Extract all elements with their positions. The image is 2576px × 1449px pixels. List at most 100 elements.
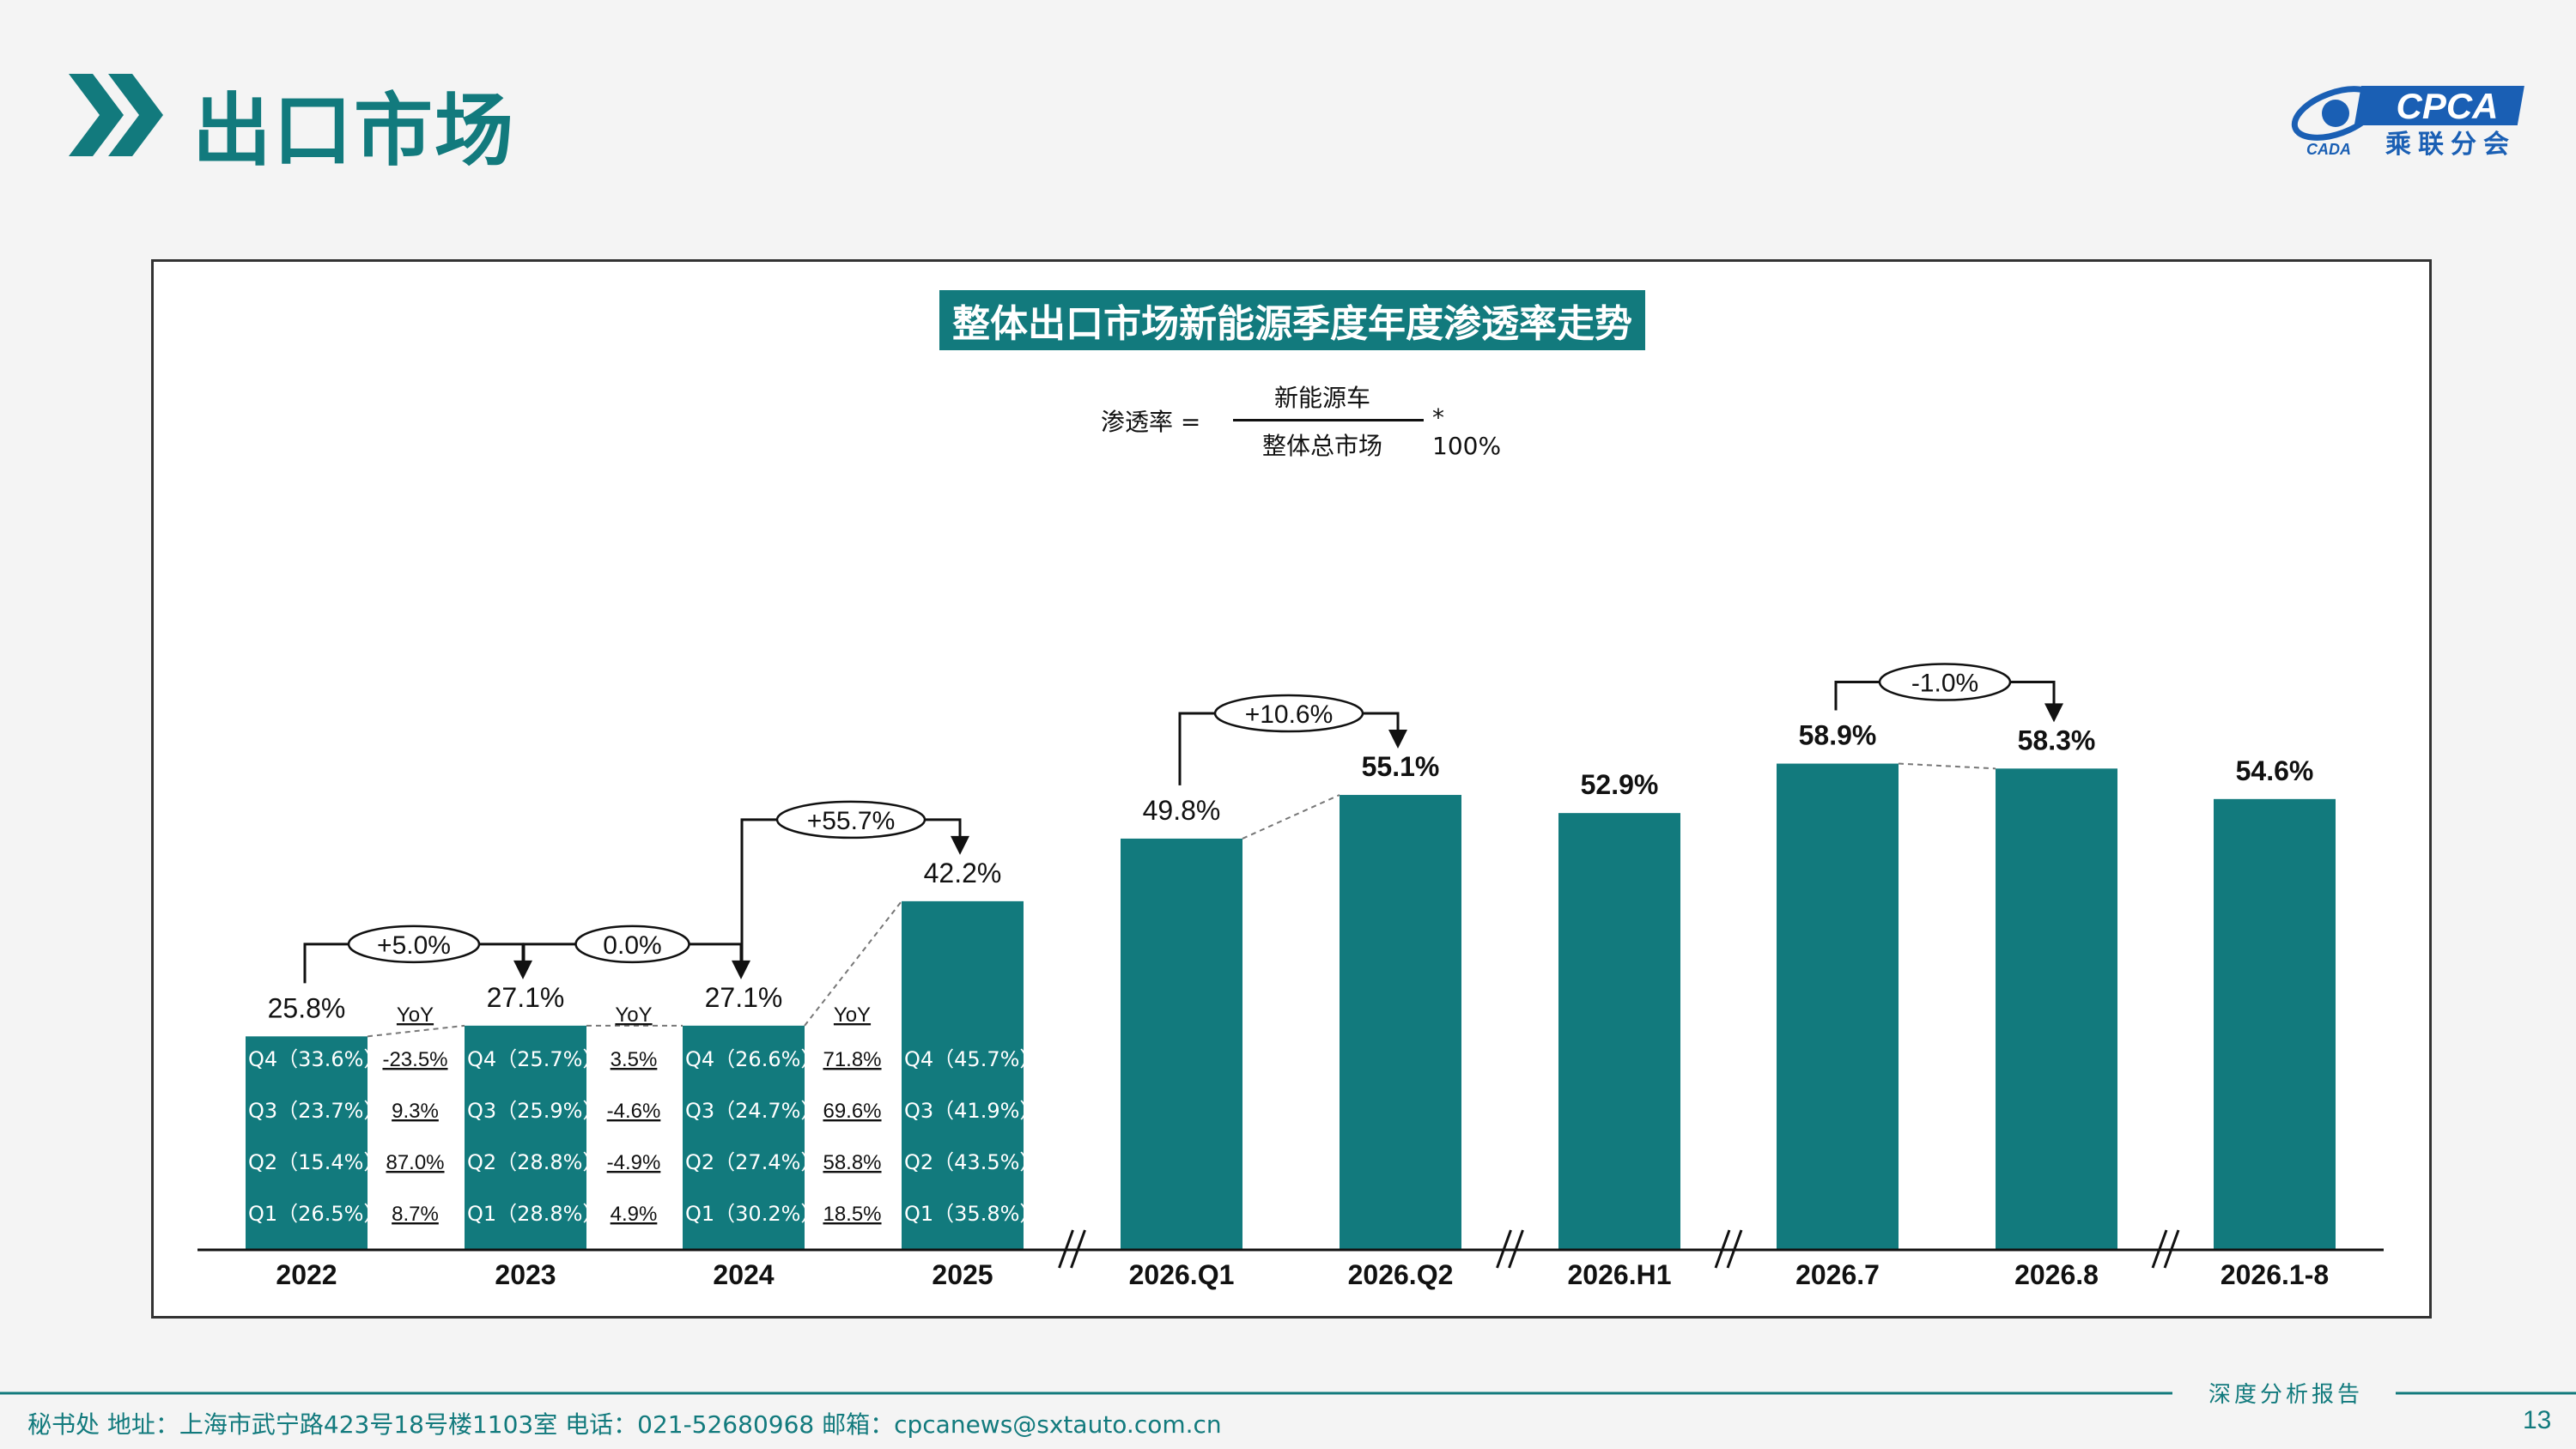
- yoy-header: YoY: [397, 1003, 434, 1027]
- page-number: 13: [2523, 1406, 2552, 1434]
- dashed-connector-3: [1242, 794, 1340, 840]
- yoy-header: YoY: [615, 1003, 652, 1027]
- quarter-label: Q3（23.7%）: [248, 1099, 384, 1123]
- value-label-2023: 27.1%: [487, 982, 565, 1013]
- bar-2026.Q1: [1121, 838, 1242, 1249]
- category-label-2026.8: 2026.8: [2014, 1259, 2099, 1290]
- change-label-2: +55.7%: [807, 807, 896, 835]
- footer-report-label: 深度分析报告: [2208, 1382, 2364, 1408]
- value-label-2022: 25.8%: [268, 992, 346, 1023]
- quarter-label: Q1（26.5%）: [248, 1202, 384, 1226]
- yoy-value: 8.7%: [392, 1203, 439, 1226]
- svg-text:CADA: CADA: [2306, 141, 2351, 158]
- category-label-2022: 2022: [276, 1259, 337, 1290]
- bar-2026.H1: [1558, 813, 1680, 1249]
- yoy-value: 18.5%: [823, 1203, 881, 1226]
- quarter-label: Q1（30.2%）: [685, 1202, 821, 1226]
- quarter-label: Q1（35.8%）: [904, 1202, 1040, 1226]
- change-badge-2: [775, 800, 927, 840]
- value-label-2026.Q1: 49.8%: [1143, 795, 1221, 826]
- change-badge-0: [347, 925, 481, 964]
- change-label-1: 0.0%: [603, 931, 661, 960]
- yoy-value: 87.0%: [386, 1151, 444, 1174]
- change-label-4: -1.0%: [1911, 670, 1978, 698]
- quarter-label: Q3（24.7%）: [685, 1099, 821, 1123]
- formula-numerator: 新能源车: [1273, 384, 1370, 412]
- quarter-label: Q4（45.7%）: [904, 1047, 1040, 1071]
- bar-2023: [465, 1025, 586, 1249]
- axis-break-mark-3: [2151, 1229, 2168, 1269]
- category-label-2023: 2023: [495, 1259, 556, 1290]
- chevron-double-right-icon: [69, 74, 163, 156]
- value-label-2026.8: 58.3%: [2018, 724, 2096, 755]
- yoy-value: 71.8%: [823, 1048, 881, 1071]
- bar-2026.1-8: [2214, 798, 2336, 1249]
- yoy-value: 3.5%: [611, 1048, 658, 1071]
- category-label-2026.Q1: 2026.Q1: [1129, 1259, 1235, 1290]
- yoy-value: 9.3%: [392, 1100, 439, 1123]
- quarter-label: Q2（15.4%）: [248, 1150, 384, 1174]
- formula-multiplier: * 100%: [1432, 403, 1502, 460]
- axis-break-mark-0: [1058, 1229, 1074, 1269]
- quarter-label: Q2（27.4%）: [685, 1150, 821, 1174]
- category-label-2026.Q2: 2026.Q2: [1348, 1259, 1454, 1290]
- quarter-label: Q2（28.8%）: [467, 1150, 603, 1174]
- category-label-2026.1-8: 2026.1-8: [2221, 1259, 2329, 1290]
- svg-text:乘联分会: 乘联分会: [2385, 130, 2516, 158]
- quarter-label: Q3（41.9%）: [904, 1099, 1040, 1123]
- axis-break-mark-2: [1726, 1229, 1743, 1269]
- arrow-down-icon: [951, 835, 969, 855]
- yoy-header: YoY: [834, 1003, 871, 1027]
- quarter-label: Q3（25.9%）: [467, 1099, 603, 1123]
- change-label-0: +5.0%: [377, 931, 451, 960]
- change-badge-4: [1878, 663, 2012, 701]
- bar-2022: [246, 1036, 368, 1249]
- svg-text:CPCA: CPCA: [2396, 86, 2498, 126]
- value-label-2025: 42.2%: [924, 858, 1002, 888]
- value-label-2026.Q2: 55.1%: [1362, 751, 1440, 782]
- value-label-2026.7: 58.9%: [1799, 720, 1877, 751]
- axis-break-mark-3: [2163, 1229, 2180, 1269]
- category-label-2026.H1: 2026.H1: [1568, 1259, 1672, 1290]
- change-badge-1: [574, 925, 690, 964]
- arrow-down-icon: [2044, 703, 2063, 723]
- category-label-2025: 2025: [932, 1259, 993, 1290]
- yoy-value: -23.5%: [382, 1048, 447, 1071]
- value-label-2024: 27.1%: [705, 982, 783, 1013]
- axis-break-mark-1: [1508, 1229, 1524, 1269]
- bar-2024: [683, 1025, 805, 1249]
- dashed-connector-2: [804, 900, 902, 1027]
- dashed-connector-4: [1898, 762, 1996, 770]
- footer-contact: 秘书处 地址：上海市武宁路423号18号楼1103室 电话：021-526809…: [27, 1410, 1222, 1439]
- category-label-2024: 2024: [713, 1259, 774, 1290]
- formula-label: 渗透率 =: [1101, 408, 1201, 436]
- cpca-logo-icon: CPCA CADA 乘联分会: [2291, 86, 2524, 158]
- quarter-label: Q4（25.7%）: [467, 1047, 603, 1071]
- value-label-2026.1-8: 54.6%: [2236, 755, 2314, 786]
- penetration-formula: 渗透率 = 新能源车 整体总市场 * 100%: [1091, 371, 1503, 465]
- category-label-2026.7: 2026.7: [1795, 1259, 1880, 1290]
- quarter-label: Q1（28.8%）: [467, 1202, 603, 1226]
- formula-fraction-bar: [1233, 419, 1424, 421]
- value-label-2026.H1: 52.9%: [1581, 769, 1659, 800]
- yoy-value: -4.9%: [607, 1151, 661, 1174]
- yoy-value: 69.6%: [823, 1100, 881, 1123]
- quarter-label: Q2（43.5%）: [904, 1150, 1040, 1174]
- arrow-down-icon: [1388, 730, 1407, 749]
- quarter-label: Q4（33.6%）: [248, 1047, 384, 1071]
- axis-break-mark-0: [1070, 1229, 1086, 1269]
- yoy-value: 4.9%: [611, 1203, 658, 1226]
- axis-break-mark-1: [1496, 1229, 1512, 1269]
- yoy-value: 58.8%: [823, 1151, 881, 1174]
- axis-break-mark-2: [1714, 1229, 1731, 1269]
- bar-2026.8: [1996, 768, 2117, 1249]
- bar-2025: [902, 900, 1024, 1249]
- change-badge-3: [1213, 694, 1364, 733]
- page-title: 出口市场: [192, 85, 516, 177]
- dashed-connector-0: [367, 1024, 465, 1038]
- bar-2026.Q2: [1340, 795, 1461, 1249]
- bar-2026.7: [1777, 763, 1899, 1249]
- quarter-label: Q4（26.6%）: [685, 1047, 821, 1071]
- change-label-3: +10.6%: [1245, 700, 1334, 729]
